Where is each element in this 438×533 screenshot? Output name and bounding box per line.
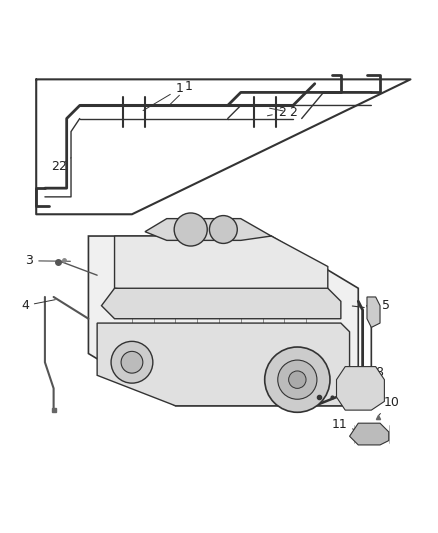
Text: 2: 2 <box>270 107 297 119</box>
Circle shape <box>209 215 237 244</box>
Text: 9: 9 <box>304 383 318 402</box>
Text: 5: 5 <box>367 299 390 312</box>
Text: 1: 1 <box>143 83 184 110</box>
Polygon shape <box>350 423 389 445</box>
Polygon shape <box>97 323 350 406</box>
Text: 2: 2 <box>51 160 66 173</box>
Text: 10: 10 <box>378 396 399 416</box>
Text: 1: 1 <box>169 80 192 106</box>
Text: 7: 7 <box>305 369 318 392</box>
Text: 2: 2 <box>268 107 286 119</box>
Text: 11: 11 <box>331 417 356 431</box>
Polygon shape <box>115 236 328 301</box>
Polygon shape <box>367 297 380 327</box>
Circle shape <box>278 360 317 399</box>
Polygon shape <box>88 236 358 406</box>
Text: 2: 2 <box>58 158 71 173</box>
Text: 6: 6 <box>288 370 307 393</box>
Circle shape <box>174 213 207 246</box>
Circle shape <box>265 347 330 413</box>
Polygon shape <box>336 367 385 410</box>
Circle shape <box>121 351 143 373</box>
Text: 4: 4 <box>21 299 55 312</box>
Polygon shape <box>145 219 271 240</box>
Polygon shape <box>102 288 341 319</box>
Text: 8: 8 <box>361 366 383 381</box>
Text: 3: 3 <box>25 254 71 268</box>
Circle shape <box>289 371 306 389</box>
Circle shape <box>111 341 153 383</box>
